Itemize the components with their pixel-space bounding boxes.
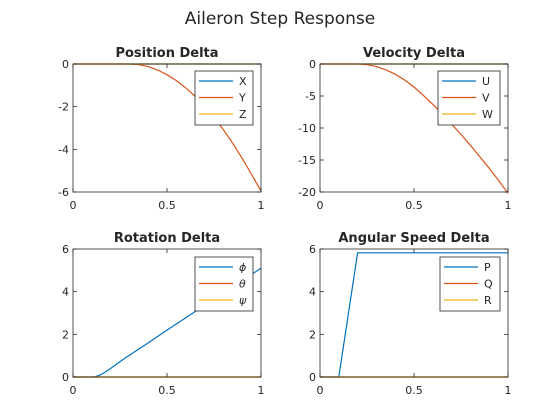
x-tick-label: 1 [505,384,512,397]
subplot-1: Position Delta 0 0.5 1 -6 -4 -2 0 XYZ [58,46,264,212]
legend: ϕθψ [194,256,254,312]
x-tick-label: 1 [258,199,265,212]
x-tick-label: 0 [317,199,324,212]
x-tick-label: 0 [70,199,77,212]
legend: PQR [439,256,501,312]
y-tick-label: 0 [309,371,316,384]
legend-label: θ [239,278,246,291]
subplot-3: Rotation Delta 0 0.5 1 0 2 4 6 ϕθψ [62,231,265,397]
x-tick-label: 1 [258,384,265,397]
legend-label: X [239,75,247,88]
figure-title: Aileron Step Response [184,9,376,29]
y-tick-label: 0 [62,58,69,71]
subplot-title: Velocity Delta [363,46,465,61]
legend-label: P [484,261,491,274]
x-tick-label: 0.5 [158,199,176,212]
series-line-2 [73,63,262,192]
x-tick-label: 0 [317,384,324,397]
legend: UVW [437,70,501,126]
legend-label: W [482,108,493,121]
y-tick-label: 0 [309,58,316,71]
x-tick-label: 0.5 [405,199,423,212]
legend-label: U [482,75,490,88]
y-tick-label: -15 [298,154,316,167]
subplot-title: Rotation Delta [114,231,220,246]
subplot-title: Position Delta [115,46,218,61]
y-tick-label: 6 [62,243,69,256]
y-tick-label: 6 [309,243,316,256]
legend-label: ϕ [239,261,246,274]
legend-label: Y [238,92,246,105]
series-line-2 [320,63,509,194]
legend-label: Q [484,278,493,291]
subplot-2: Velocity Delta 0 0.5 1 -20 -15 -10 -5 0 UVW [298,46,511,212]
y-tick-label: 2 [309,328,316,341]
legend-label: R [484,294,492,307]
y-tick-label: -6 [58,186,69,199]
x-tick-label: 0.5 [158,384,176,397]
y-tick-label: 4 [309,286,316,299]
y-tick-label: 4 [62,286,69,299]
y-tick-label: -20 [298,186,316,199]
legend: XYZ [194,70,254,126]
y-tick-label: 2 [62,328,69,341]
x-tick-label: 1 [505,199,512,212]
x-tick-label: 0.5 [405,384,423,397]
subplot-title: Angular Speed Delta [338,231,489,246]
legend-label: V [482,92,490,105]
subplot-4: Angular Speed Delta 0 0.5 1 0 2 4 6 PQR [309,231,512,397]
y-tick-label: -4 [58,143,69,156]
y-tick-label: -2 [58,101,69,114]
legend-label: ψ [239,294,247,307]
y-tick-label: 0 [62,371,69,384]
y-tick-label: -10 [298,122,316,135]
y-tick-label: -5 [305,90,316,103]
legend-label: Z [239,108,247,121]
x-tick-label: 0 [70,384,77,397]
